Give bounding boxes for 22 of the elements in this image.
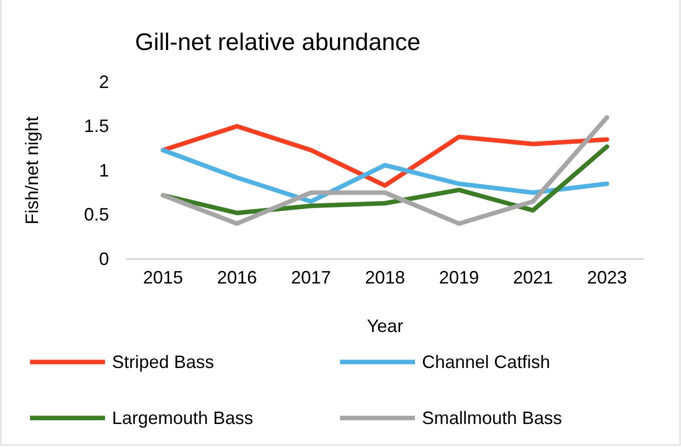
legend-label: Smallmouth Bass <box>422 408 562 428</box>
y-tick-label: 2 <box>98 72 109 92</box>
y-axis-title: Fish/net night <box>22 116 42 225</box>
x-tick-label: 2017 <box>290 268 332 288</box>
y-tick-label: 0 <box>98 248 109 269</box>
y-tick-label: 0.5 <box>84 204 109 225</box>
x-axis-title: Year <box>366 316 404 336</box>
legend-label: Channel Catfish <box>422 352 550 372</box>
x-tick-label: 2019 <box>438 268 480 288</box>
x-tick-label: 2016 <box>216 268 258 288</box>
x-tick-label: 2015 <box>142 268 184 288</box>
line-series <box>160 148 610 204</box>
line-series <box>160 115 610 226</box>
x-tick-label: 2018 <box>364 268 406 288</box>
y-tick-label: 1.5 <box>84 116 109 136</box>
x-tick-label: 2021 <box>512 268 554 288</box>
x-tick-label: 2023 <box>586 268 628 288</box>
chart-title: Gill-net relative abundance <box>135 29 421 56</box>
legend-label: Largemouth Bass <box>112 408 254 428</box>
legend-label: Striped Bass <box>112 352 214 372</box>
y-tick-label: 1 <box>98 160 109 180</box>
line-series <box>160 124 610 188</box>
